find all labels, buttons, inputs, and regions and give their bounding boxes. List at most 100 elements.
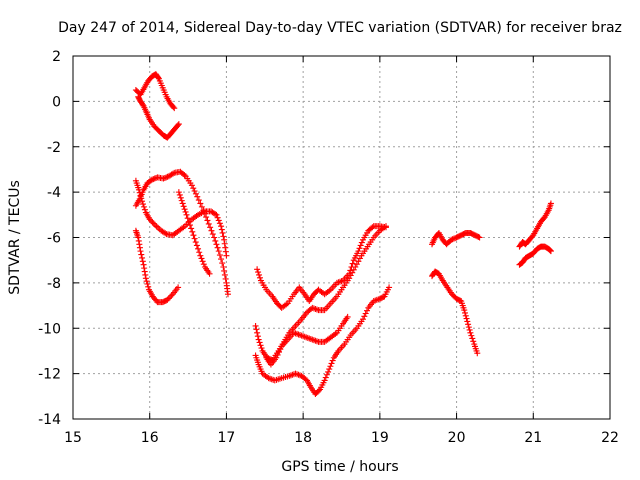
plus-marker [174, 122, 181, 129]
plus-marker [258, 345, 265, 352]
y-tick-label: -4 [47, 185, 61, 201]
plus-marker [208, 227, 215, 234]
plus-marker [155, 74, 162, 81]
x-tick-label: 19 [371, 430, 389, 446]
plus-marker [175, 121, 182, 128]
plus-marker [216, 220, 223, 227]
plus-marker [169, 170, 176, 177]
plus-marker [193, 242, 200, 249]
plus-marker [322, 374, 329, 381]
plus-marker [253, 326, 260, 333]
plus-marker [448, 236, 455, 243]
plus-marker [143, 278, 150, 285]
plus-marker [356, 245, 363, 252]
plus-marker [151, 175, 158, 182]
series-arc-g [254, 223, 389, 311]
x-tick-label: 18 [294, 430, 312, 446]
plus-marker [465, 321, 472, 328]
plus-marker [191, 187, 198, 194]
plus-marker [212, 210, 219, 217]
plus-marker [546, 246, 553, 253]
plus-marker [182, 208, 189, 215]
x-tick-label: 21 [524, 430, 542, 446]
plus-marker [222, 275, 229, 282]
plus-marker [221, 267, 228, 274]
x-tick-label: 20 [448, 430, 466, 446]
series-arc-i [252, 284, 393, 398]
plus-marker [336, 278, 343, 285]
series-arc-h [252, 223, 389, 364]
y-tick-label: -2 [47, 140, 61, 156]
plus-marker [222, 244, 229, 251]
plus-marker [219, 260, 226, 267]
plus-marker [195, 197, 202, 204]
plus-marker [199, 258, 206, 265]
plus-marker [178, 197, 185, 204]
plus-marker [221, 271, 228, 278]
plus-marker [315, 387, 322, 394]
plus-marker [275, 349, 282, 356]
plus-marker [256, 274, 263, 281]
x-tick-label: 17 [218, 430, 236, 446]
plus-marker [312, 305, 319, 312]
plus-marker [186, 222, 193, 229]
plus-marker [140, 261, 147, 268]
plus-marker [323, 371, 330, 378]
plus-marker [219, 229, 226, 236]
plus-marker [181, 172, 188, 179]
plus-marker [141, 268, 148, 275]
plus-marker [222, 248, 229, 255]
plus-marker [213, 241, 220, 248]
plus-marker [138, 251, 145, 258]
plus-marker [140, 203, 147, 210]
plus-marker [167, 294, 174, 301]
plus-marker [176, 191, 183, 198]
plus-marker [352, 263, 359, 270]
plus-marker [218, 226, 225, 233]
y-tick-label: -8 [47, 276, 61, 292]
plus-marker [180, 203, 187, 210]
series-arc-a [132, 71, 178, 112]
plus-marker [475, 233, 482, 240]
plus-marker [355, 258, 362, 265]
plus-marker [547, 200, 554, 207]
plus-marker [362, 310, 369, 317]
plus-marker [160, 175, 167, 182]
plus-marker [357, 242, 364, 249]
plus-marker [168, 292, 175, 299]
plus-marker [214, 244, 221, 251]
plus-marker [220, 263, 227, 270]
plus-marker [141, 206, 148, 213]
plus-marker [164, 296, 171, 303]
plus-marker [150, 176, 157, 183]
plus-marker [190, 185, 197, 192]
plus-marker [277, 346, 284, 353]
plus-marker [155, 224, 162, 231]
plus-marker [252, 322, 259, 329]
series-arc-m [516, 200, 554, 250]
plus-marker [369, 224, 376, 231]
x-tick-label: 22 [601, 430, 619, 446]
plus-marker [136, 189, 143, 196]
plus-marker [364, 307, 371, 314]
plus-marker [218, 223, 225, 230]
plus-marker [141, 265, 148, 272]
plus-marker [224, 291, 231, 298]
axis-ticks [72, 55, 611, 420]
plus-marker [149, 219, 156, 226]
plus-marker [163, 174, 170, 181]
plus-marker [329, 357, 336, 364]
plus-marker [386, 284, 393, 291]
plus-marker [325, 368, 332, 375]
plus-marker [142, 271, 149, 278]
plus-marker [463, 315, 470, 322]
plus-marker [137, 248, 144, 255]
plus-marker [148, 217, 155, 224]
plus-marker [216, 252, 223, 259]
plus-marker [153, 223, 160, 230]
plus-marker [211, 234, 218, 241]
plus-marker [257, 342, 264, 349]
plus-marker [474, 350, 481, 357]
plus-marker [254, 329, 261, 336]
